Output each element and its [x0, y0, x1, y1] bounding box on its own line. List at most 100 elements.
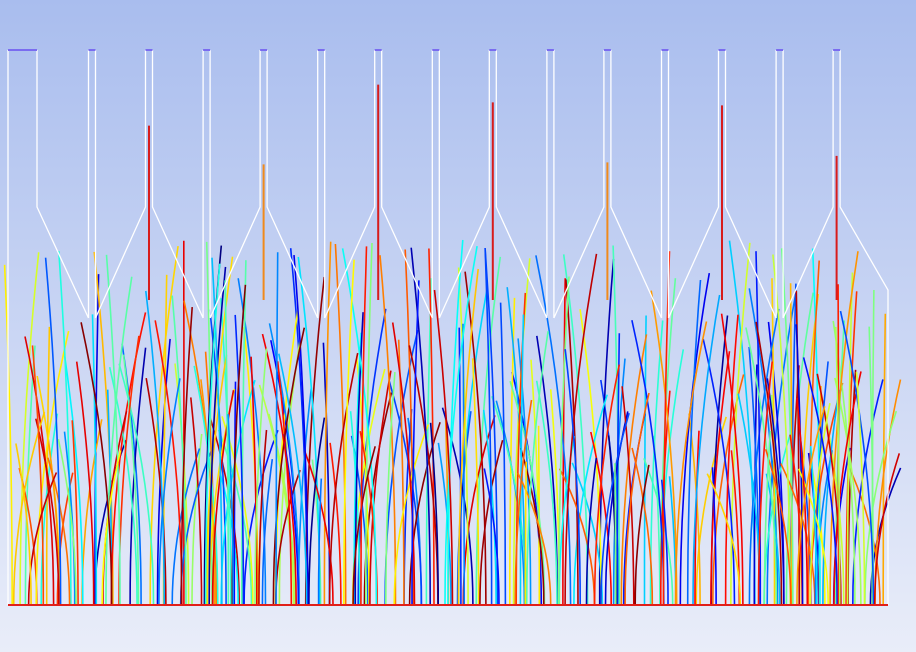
wall	[209, 50, 261, 319]
streamline	[275, 252, 279, 605]
streamline	[600, 412, 630, 606]
streamline	[391, 322, 416, 606]
streamline	[254, 348, 268, 606]
streamline	[797, 468, 829, 606]
streamline	[620, 334, 648, 606]
streamline	[35, 418, 60, 606]
streamline	[174, 363, 190, 606]
streamline	[616, 333, 621, 605]
streamline	[304, 276, 326, 606]
streamline	[695, 416, 727, 606]
streamline	[811, 248, 821, 605]
streamline	[237, 278, 267, 606]
streamline	[798, 293, 819, 606]
streamline	[839, 310, 875, 606]
streamline	[393, 424, 430, 606]
streamline	[258, 384, 295, 606]
streamline	[272, 327, 306, 606]
streamline	[692, 294, 721, 606]
streamline	[780, 248, 794, 606]
streamline	[63, 431, 76, 605]
wall	[839, 50, 889, 605]
streamline	[323, 241, 332, 605]
streamline	[771, 278, 776, 605]
streamline	[57, 438, 77, 606]
streamline	[397, 339, 405, 605]
streamlines	[3, 84, 902, 606]
streamline	[846, 272, 854, 606]
streamline	[562, 254, 589, 606]
streamline	[342, 259, 355, 606]
streamline	[224, 280, 230, 605]
streamline	[519, 447, 545, 606]
streamline	[457, 268, 479, 606]
streamline	[802, 357, 838, 606]
streamline	[329, 442, 342, 606]
streamline	[353, 332, 362, 605]
streamline	[31, 345, 45, 605]
streamline	[241, 260, 247, 605]
streamline	[191, 433, 203, 606]
streamline	[3, 264, 13, 606]
streamline	[585, 457, 598, 606]
streamline	[425, 278, 433, 605]
streamline	[317, 478, 323, 605]
streamline	[766, 378, 785, 606]
streamline	[180, 307, 193, 606]
streamline	[614, 463, 617, 605]
streamline	[40, 413, 59, 606]
streamline	[208, 266, 227, 606]
streamline	[349, 411, 361, 605]
streamline	[514, 399, 533, 606]
streamline	[724, 314, 739, 606]
streamline	[686, 279, 702, 606]
streamline	[558, 468, 596, 606]
streamline	[304, 451, 334, 606]
streamline	[282, 434, 300, 606]
streamline	[437, 442, 452, 605]
streamline	[519, 314, 525, 606]
streamline	[710, 351, 731, 606]
streamline	[535, 380, 558, 606]
streamline	[243, 429, 279, 606]
streamline	[101, 450, 122, 606]
streamline	[341, 248, 378, 606]
streamline	[509, 380, 546, 606]
streamline	[809, 446, 818, 605]
streamline	[764, 449, 792, 606]
streamline	[227, 414, 234, 605]
streamline	[660, 479, 669, 605]
streamline	[458, 327, 462, 605]
streamline	[772, 254, 792, 606]
streamline	[204, 263, 221, 606]
streamline	[171, 295, 187, 606]
streamline	[730, 242, 751, 606]
streamline	[352, 446, 376, 606]
streamline	[276, 361, 293, 606]
streamline	[499, 302, 507, 606]
streamline	[593, 364, 621, 606]
streamline	[702, 338, 736, 606]
streamline	[711, 467, 717, 605]
wall	[438, 50, 490, 319]
streamline	[447, 239, 464, 606]
streamline	[612, 358, 626, 606]
streamline	[755, 321, 783, 606]
streamline	[108, 367, 138, 606]
streamline	[829, 251, 859, 606]
streamline	[810, 464, 826, 606]
streamline	[484, 247, 499, 606]
streamline	[765, 473, 781, 606]
streamline	[410, 247, 432, 606]
streamline	[411, 280, 420, 605]
streamline	[517, 472, 552, 606]
wall	[324, 50, 376, 319]
streamline	[748, 308, 780, 606]
streamline	[322, 342, 331, 605]
streamline	[105, 276, 133, 606]
streamline	[634, 464, 650, 606]
streamline	[834, 377, 862, 606]
streamline	[807, 260, 820, 606]
streamline	[261, 458, 274, 606]
streamline	[694, 430, 700, 605]
